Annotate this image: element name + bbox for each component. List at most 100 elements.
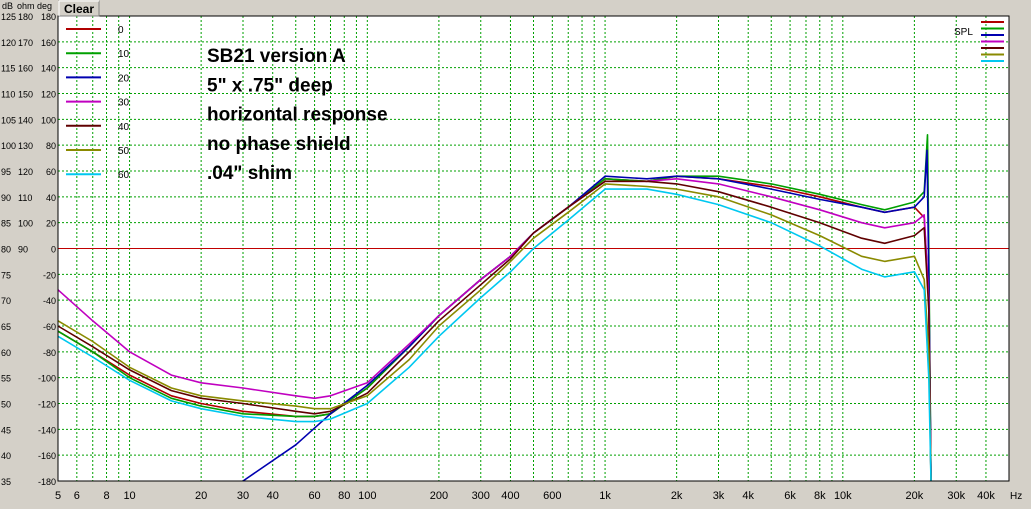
series-line-50 <box>57 183 932 482</box>
y-tick-label-db: 65 <box>1 322 11 332</box>
y-tick-label-db: 75 <box>1 270 11 280</box>
series-line-30 <box>57 178 932 482</box>
y-tick-label-ohm: 120 <box>18 167 33 177</box>
y-tick-label-ohm: 90 <box>18 245 28 255</box>
x-tick-label: 30 <box>237 490 249 502</box>
y-tick-label-db: 105 <box>1 115 16 125</box>
legend-right-spl-label: SPL <box>954 27 973 38</box>
y-tick-label-deg: 60 <box>46 167 56 177</box>
y-header-db: dB <box>2 1 13 11</box>
y-tick-label-deg: -140 <box>38 425 56 435</box>
y-tick-label-ohm: 130 <box>18 141 33 151</box>
x-tick-label: 20k <box>906 490 924 502</box>
legend-label-20: 20 <box>118 73 130 84</box>
y-tick-label-db: 80 <box>1 245 11 255</box>
series-line-60 <box>57 188 932 482</box>
y-header-ohm: ohm <box>17 1 35 11</box>
y-tick-label-deg: -60 <box>43 322 56 332</box>
y-tick-label-deg: 180 <box>41 12 56 22</box>
y-tick-label-db: 100 <box>1 141 16 151</box>
legend-label-40: 40 <box>118 122 130 133</box>
legend-label-10: 10 <box>118 49 130 60</box>
y-tick-label-db: 40 <box>1 451 11 461</box>
plot-frame <box>57 15 1010 482</box>
series-line-20 <box>242 149 932 482</box>
x-tick-label: 5 <box>55 490 61 502</box>
y-tick-label-db: 85 <box>1 219 11 229</box>
legend-right: SPL <box>954 21 1004 62</box>
y-tick-label-deg: 40 <box>46 193 56 203</box>
x-tick-label: 6 <box>74 490 80 502</box>
x-unit-label: Hz <box>1010 491 1022 502</box>
y-header-deg: deg <box>37 1 52 11</box>
legend-label-30: 30 <box>118 98 130 109</box>
y-tick-label-ohm: 110 <box>18 193 32 203</box>
y-tick-label-deg: 160 <box>41 38 56 48</box>
annotation-text: horizontal response <box>207 105 388 126</box>
legend-label-0: 0 <box>118 25 124 36</box>
legend-label-50: 50 <box>118 146 130 157</box>
clear-button[interactable]: Clear <box>58 0 100 17</box>
x-tick-label: 1k <box>599 490 611 502</box>
x-tick-label: 200 <box>430 490 448 502</box>
x-tick-label: 10k <box>834 490 852 502</box>
y-tick-label-deg: -160 <box>38 451 56 461</box>
x-tick-label: 40k <box>977 490 995 502</box>
legend-label-60: 60 <box>118 170 130 181</box>
y-tick-label-db: 125 <box>1 12 16 22</box>
annotation-text: .04" shim <box>207 163 292 184</box>
x-tick-label: 10 <box>123 490 135 502</box>
y-tick-label-db: 115 <box>1 64 15 74</box>
y-tick-label-deg: 100 <box>41 115 56 125</box>
x-tick-label: 400 <box>501 490 519 502</box>
y-tick-label-db: 50 <box>1 400 11 410</box>
y-tick-label-db: 35 <box>1 477 11 487</box>
y-tick-label-deg: 80 <box>46 141 56 151</box>
x-tick-label: 4k <box>742 490 754 502</box>
y-tick-label-db: 70 <box>1 296 11 306</box>
y-tick-label-db: 55 <box>1 374 11 384</box>
y-tick-label-deg: -100 <box>38 374 56 384</box>
x-tick-label: 60 <box>308 490 320 502</box>
y-tick-label-ohm: 150 <box>18 90 33 100</box>
series-line-40 <box>57 180 932 482</box>
x-tick-label: 8 <box>103 490 109 502</box>
y-tick-label-db: 90 <box>1 193 11 203</box>
annotation-text: no phase shield <box>207 134 351 155</box>
y-tick-label-ohm: 100 <box>18 219 33 229</box>
x-tick-label: 40 <box>267 490 279 502</box>
x-tick-label: 8k <box>814 490 826 502</box>
y-tick-label-deg: -180 <box>38 477 56 487</box>
x-tick-label: 20 <box>195 490 207 502</box>
x-tick-label: 300 <box>472 490 490 502</box>
x-tick-label: 3k <box>713 490 725 502</box>
x-tick-labels: 5 6 8 10 20 30 40 60 80 100 200 300 400 600 1k 2k 3k 4k 6k… <box>55 490 995 502</box>
y-tick-label-deg: 120 <box>41 90 56 100</box>
y-tick-label-deg: -80 <box>43 348 56 358</box>
x-tick-label: 80 <box>338 490 350 502</box>
y-tick-label-deg: 140 <box>41 64 56 74</box>
y-tick-label-db: 45 <box>1 425 11 435</box>
y-tick-label-deg: 20 <box>46 219 56 229</box>
y-tick-label-deg: 0 <box>51 245 56 255</box>
y-tick-label-ohm: 140 <box>18 115 33 125</box>
y-tick-label-db: 60 <box>1 348 11 358</box>
y-tick-label-ohm: 180 <box>18 12 33 22</box>
x-tick-label: 2k <box>671 490 683 502</box>
legend: 0 10 20 30 40 50 60 <box>66 25 130 181</box>
y-tick-label-deg: -40 <box>43 296 56 306</box>
y-tick-label-db: 120 <box>1 38 16 48</box>
annotation-text: 5" x .75" deep <box>207 75 333 96</box>
x-tick-label: 6k <box>784 490 796 502</box>
x-tick-label: 600 <box>543 490 561 502</box>
annotation-text: SB21 version A <box>207 46 346 67</box>
annotations: SB21 version A 5" x .75" deep horizontal r… <box>207 46 388 184</box>
y-tick-label-ohm: 170 <box>18 38 33 48</box>
y-tick-label-ohm: 160 <box>18 64 33 74</box>
x-tick-label: 30k <box>947 490 965 502</box>
x-tick-label: 100 <box>358 490 376 502</box>
clear-button-label: Clear <box>64 2 94 16</box>
y-tick-label-deg: -120 <box>38 400 56 410</box>
